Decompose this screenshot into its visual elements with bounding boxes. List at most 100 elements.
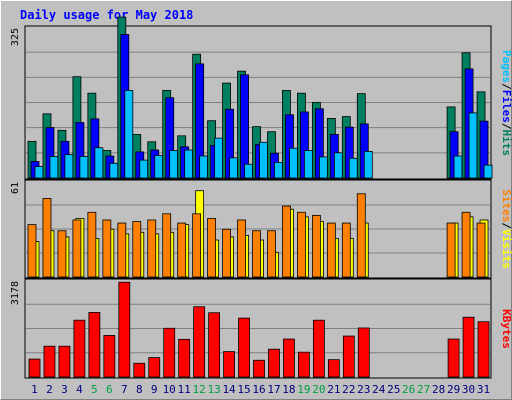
bar-pages: [333, 152, 343, 179]
legend-entry-sites: Sites: [500, 189, 512, 222]
day-label-5: 5: [91, 383, 98, 396]
bar-kbytes: [73, 319, 86, 378]
legend-separator: /: [500, 222, 512, 229]
bar-pages: [304, 150, 313, 179]
bar-kbytes: [103, 335, 116, 378]
bar-kbytes: [238, 317, 250, 378]
bar-pages: [199, 155, 209, 179]
bar-pages: [318, 156, 328, 179]
day-label-23: 23: [357, 383, 370, 396]
day-label-20: 20: [312, 383, 325, 396]
bar-sites: [446, 222, 456, 278]
legend-entry-kbytes: KBytes: [500, 309, 512, 349]
day-label-14: 14: [222, 383, 236, 396]
bar-pages: [34, 166, 44, 179]
bar-sites: [222, 228, 231, 278]
day-label-6: 6: [106, 383, 113, 396]
day-label-12: 12: [193, 383, 206, 396]
bar-kbytes: [133, 362, 146, 378]
legend-entry-hits: Hits: [500, 130, 512, 157]
bar-pages: [49, 156, 59, 179]
day-label-24: 24: [372, 383, 386, 396]
bar-kbytes: [193, 306, 206, 378]
bar-pages: [79, 156, 89, 179]
bar-kbytes: [148, 357, 161, 378]
bar-sites: [461, 211, 471, 278]
chart-title: Daily usage for May 2018: [20, 8, 193, 22]
day-label-26: 26: [402, 383, 415, 396]
day-label-10: 10: [163, 383, 176, 396]
bar-kbytes: [357, 327, 370, 378]
day-label-29: 29: [447, 383, 460, 396]
day-label-16: 16: [252, 383, 265, 396]
day-label-1: 1: [31, 383, 38, 396]
bar-pages: [214, 137, 224, 179]
bar-sites: [57, 230, 67, 278]
bar-kbytes: [88, 312, 101, 378]
legend-separator: /: [500, 83, 512, 90]
bar-sites: [177, 222, 187, 278]
bar-sites: [297, 211, 306, 278]
bar-kbytes: [118, 281, 131, 378]
bar-kbytes: [58, 345, 71, 378]
bar-sites: [207, 218, 217, 278]
bar-sites: [147, 219, 157, 278]
day-label-28: 28: [432, 383, 445, 396]
bar-kbytes: [298, 351, 310, 378]
bar-pages: [169, 150, 179, 179]
bar-pages: [229, 157, 238, 179]
bar-sites: [356, 193, 366, 278]
day-label-13: 13: [207, 383, 220, 396]
day-label-7: 7: [121, 383, 128, 396]
legend-separator: /: [500, 123, 512, 130]
bar-sites: [117, 222, 127, 278]
bar-pages: [348, 157, 358, 179]
bar-kbytes: [28, 358, 41, 378]
bar-pages: [109, 162, 119, 179]
legend-kbytes: KBytes: [500, 309, 512, 349]
bar-sites: [42, 198, 52, 278]
day-label-19: 19: [297, 383, 310, 396]
bar-sites: [341, 222, 351, 278]
bar-sites: [326, 222, 336, 278]
bar-kbytes: [163, 327, 176, 378]
bar-pages: [483, 164, 493, 179]
bar-kbytes: [283, 338, 295, 378]
bar-pages: [468, 112, 478, 179]
day-label-18: 18: [282, 383, 295, 396]
bar-pages: [64, 154, 74, 179]
bar-kbytes: [312, 319, 325, 378]
legend-entry-files: Files: [500, 90, 512, 123]
bar-pages: [363, 151, 373, 179]
bar-kbytes: [253, 359, 265, 378]
bar-pages: [289, 147, 298, 179]
bar-sites: [311, 214, 321, 278]
day-label-17: 17: [267, 383, 280, 396]
bar-kbytes: [327, 359, 340, 378]
bar-sites: [237, 219, 246, 278]
bar-pages: [139, 159, 149, 179]
bar-kbytes: [342, 335, 355, 378]
legend-entry-visits: Visits: [500, 229, 512, 269]
bar-sites: [27, 224, 37, 278]
day-label-31: 31: [477, 383, 490, 396]
bar-pages: [184, 149, 194, 179]
day-label-8: 8: [136, 383, 143, 396]
bar-kbytes: [447, 338, 460, 378]
bar-pages: [124, 90, 134, 179]
bar-kbytes: [477, 321, 490, 378]
day-label-9: 9: [151, 383, 158, 396]
bar-kbytes: [208, 312, 221, 378]
bar-pages: [94, 147, 104, 179]
day-label-27: 27: [417, 383, 430, 396]
day-label-2: 2: [46, 383, 53, 396]
bar-sites: [102, 219, 112, 278]
day-label-3: 3: [61, 383, 68, 396]
legend-sites-visits: Sites/Visits: [500, 189, 512, 269]
bar-sites: [132, 221, 142, 278]
bar-kbytes: [178, 338, 191, 378]
bar-kbytes: [43, 345, 56, 378]
bar-sites: [72, 219, 82, 278]
day-label-22: 22: [342, 383, 355, 396]
